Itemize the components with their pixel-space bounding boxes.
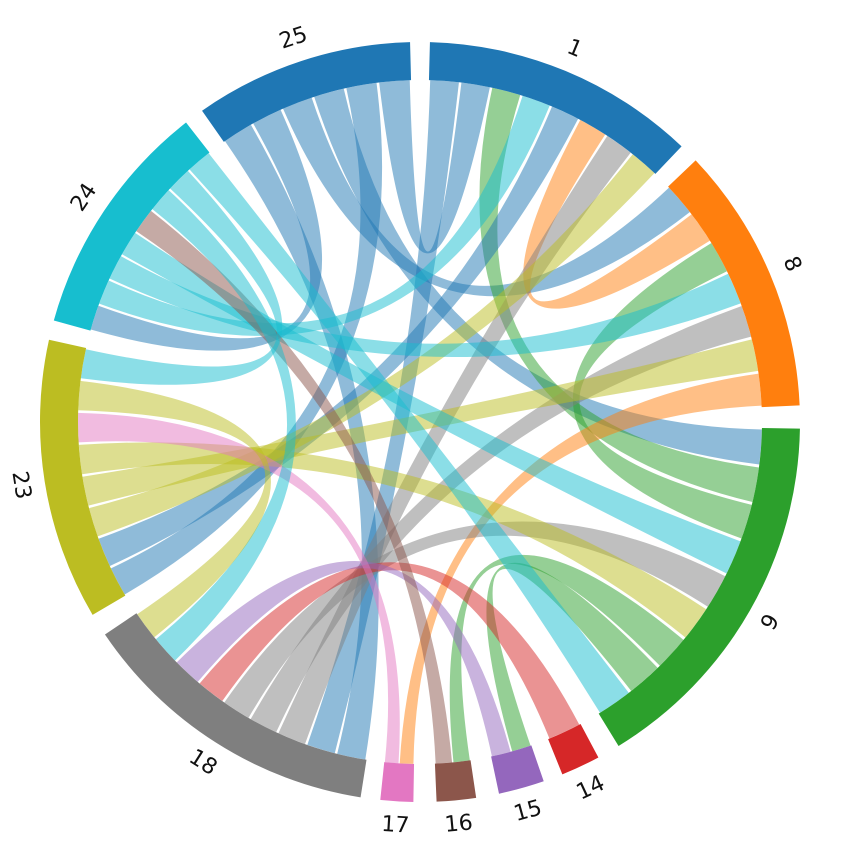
chord-9-24 <box>121 232 741 574</box>
chord-1-18 <box>278 135 631 745</box>
group-label-8: 8 <box>778 253 806 276</box>
group-arc-18 <box>104 613 367 798</box>
group-arc-16 <box>434 760 477 802</box>
group-label-9: 9 <box>756 610 785 635</box>
chord-18-24 <box>152 190 296 661</box>
chord-25-18 <box>224 124 379 760</box>
chord-24-9 <box>189 153 629 713</box>
chord-25-8 <box>283 97 690 297</box>
chord-25-24 <box>90 109 323 351</box>
chord-1-9 <box>479 87 759 502</box>
group-arc-24 <box>53 122 210 331</box>
chord-ribbons <box>77 80 762 764</box>
chord-1-24 <box>99 95 550 336</box>
chord-25-9 <box>314 88 762 465</box>
group-label-16: 16 <box>444 810 474 838</box>
chord-1-8 <box>523 119 710 309</box>
group-arc-25 <box>202 42 412 142</box>
group-arc-23 <box>40 339 126 615</box>
group-arc-8 <box>668 160 800 408</box>
chord-8-18 <box>250 305 752 733</box>
group-arc-14 <box>548 723 599 775</box>
chord-9-23 <box>78 442 707 638</box>
chord-14-18 <box>199 562 580 739</box>
group-arc-9 <box>598 427 800 747</box>
group-label-14: 14 <box>573 771 609 805</box>
chord-1-23 <box>89 154 655 537</box>
group-label-23: 23 <box>6 469 35 501</box>
chord-23-24 <box>80 170 283 385</box>
chord-17-23 <box>77 412 400 764</box>
group-label-24: 24 <box>66 179 102 216</box>
group-arc-15 <box>491 745 544 794</box>
chord-1-23 <box>98 106 579 567</box>
chord-1-25 <box>379 80 490 254</box>
group-label-25: 25 <box>276 22 310 55</box>
chord-25-23 <box>110 82 383 595</box>
chord-15-18 <box>176 561 511 757</box>
group-label-15: 15 <box>511 796 545 828</box>
group-arcs <box>40 42 800 802</box>
group-label-1: 1 <box>563 35 586 63</box>
chord-9-16 <box>449 554 684 763</box>
group-arc-1 <box>428 42 682 174</box>
chord-9-15 <box>486 562 658 752</box>
group-label-17: 17 <box>381 812 410 839</box>
group-arc-17 <box>380 762 415 802</box>
group-label-18: 18 <box>184 745 221 781</box>
chord-18-23 <box>78 380 271 638</box>
